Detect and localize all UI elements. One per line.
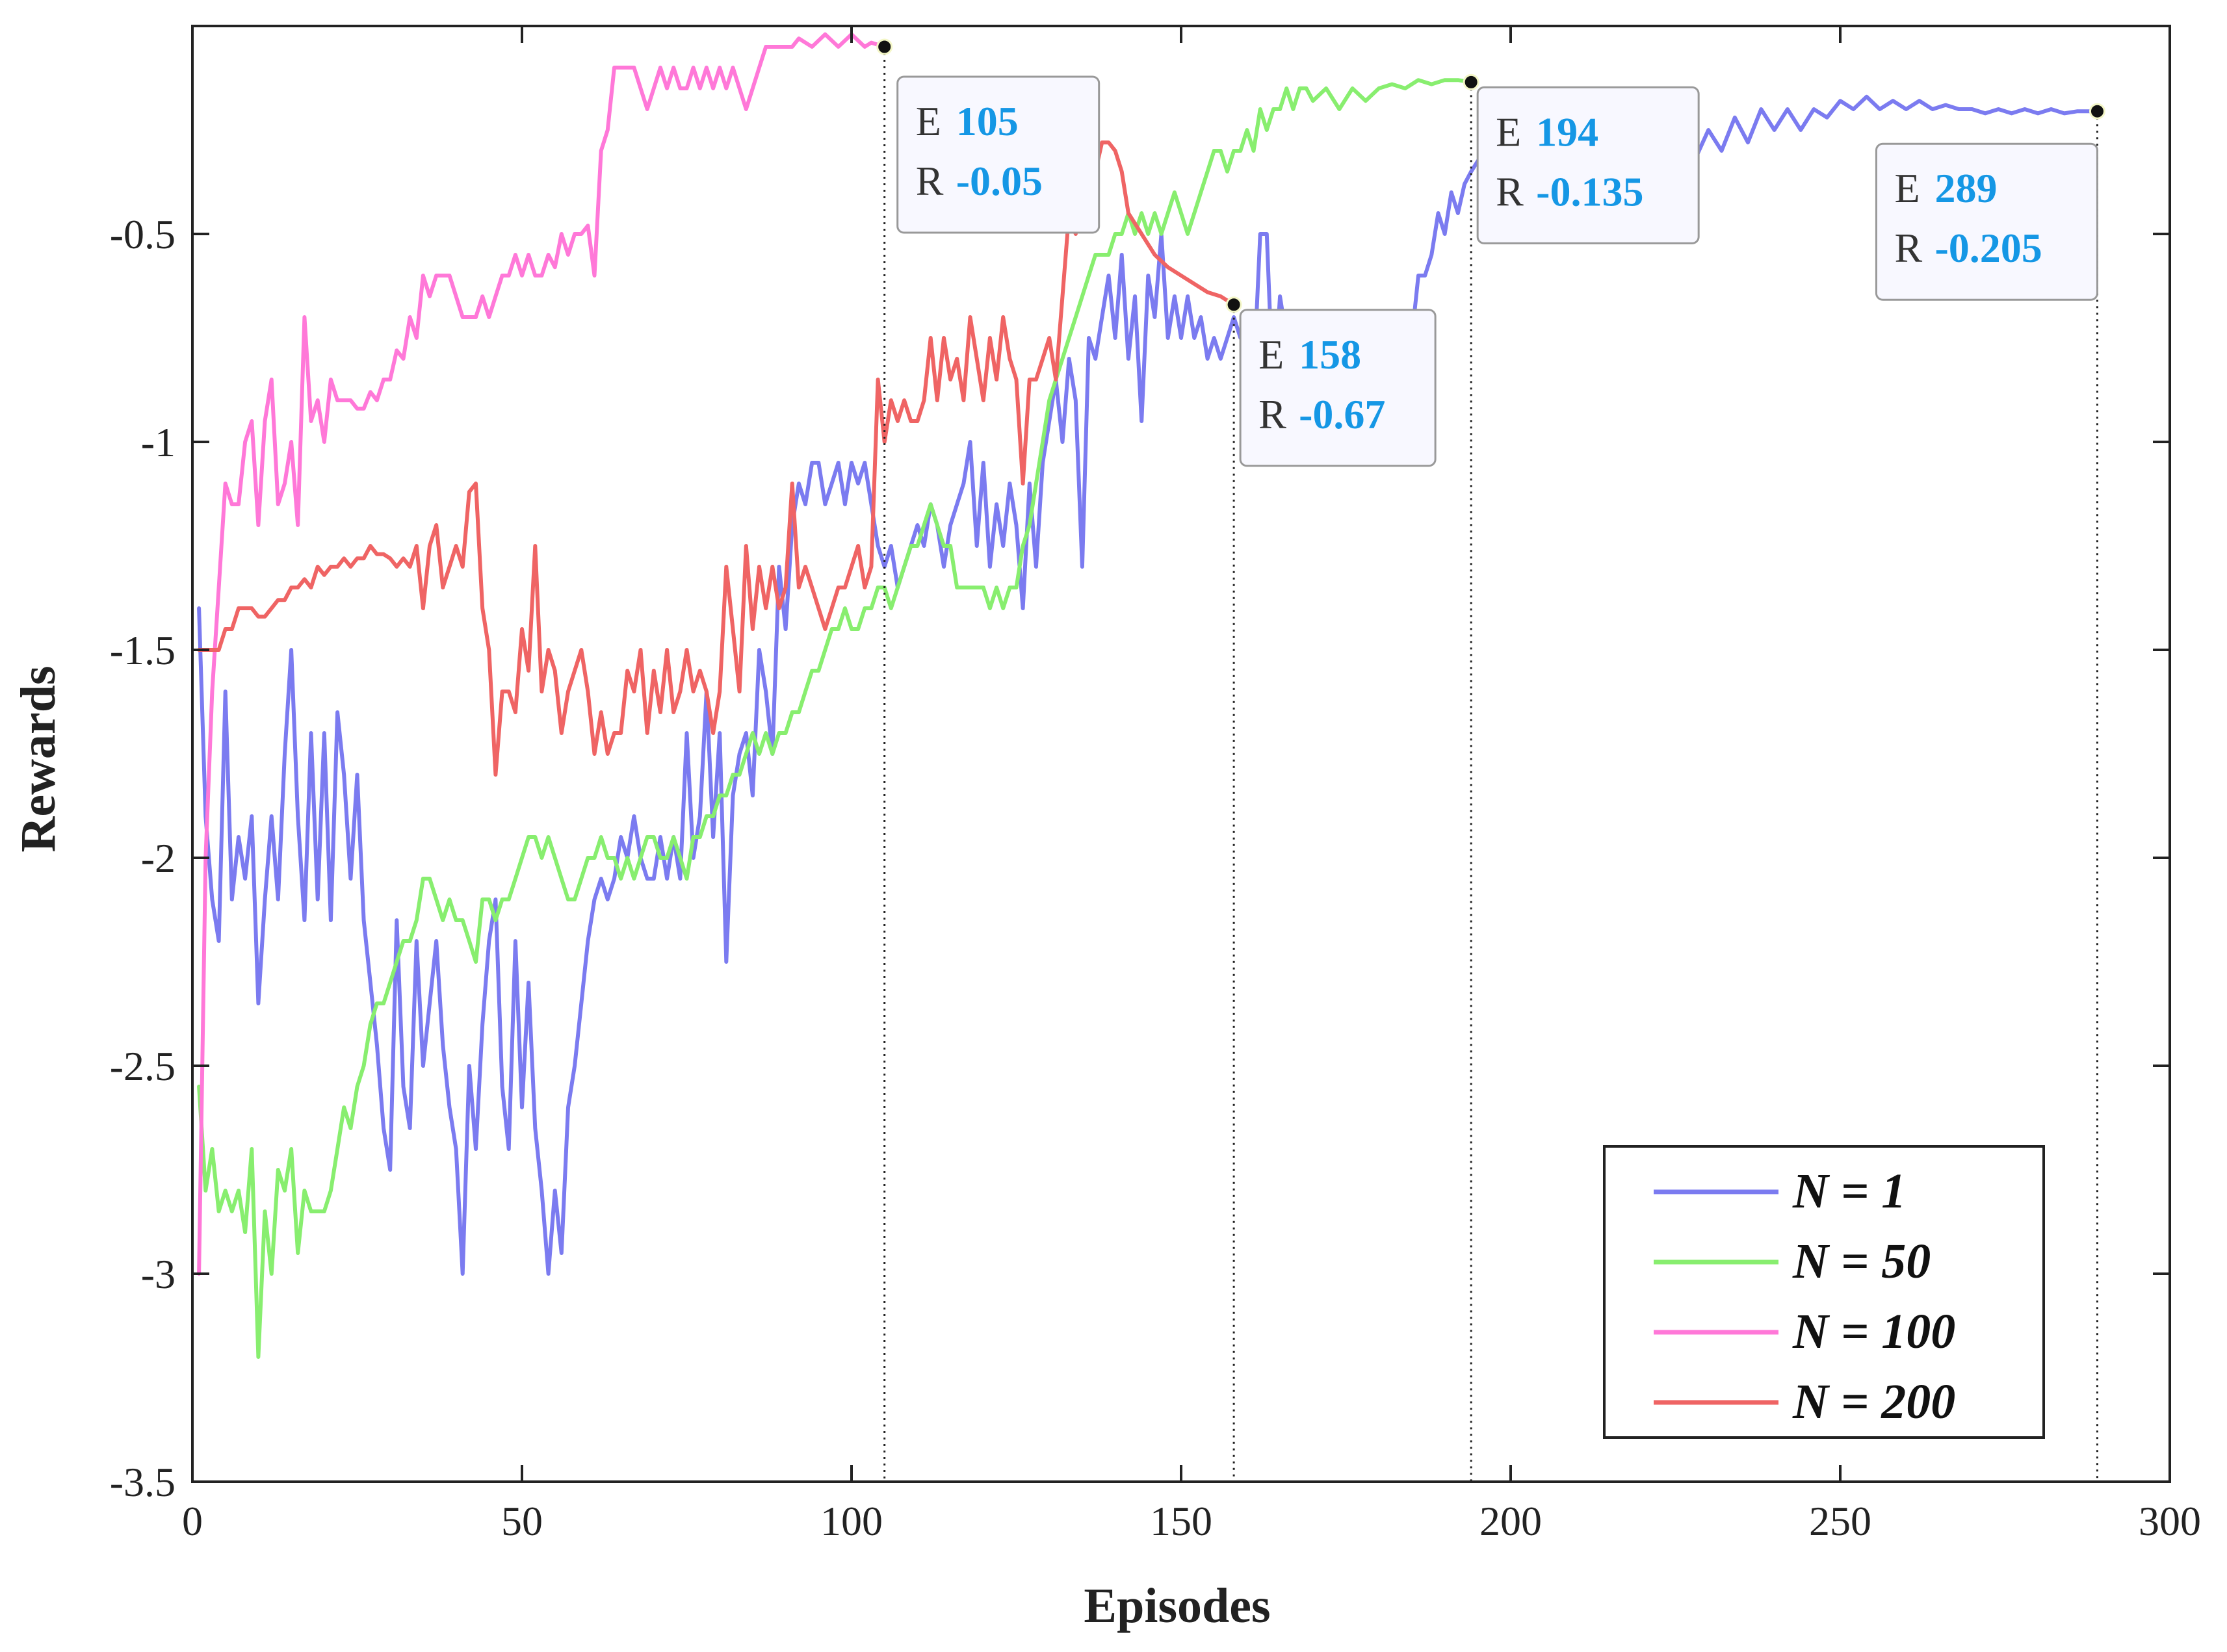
data-point-marker	[1463, 73, 1479, 90]
data-tip-r-value: -0.205	[1934, 225, 2042, 271]
series-line-4	[197, 140, 1236, 777]
y-tick-label: -2.5	[110, 1043, 176, 1089]
guide-layer	[883, 47, 2098, 1482]
axes-layer: 0 50 100 150 200 250 300 -0.5 -1 -1.5 -2 -2.5 -3 -3.5	[110, 25, 2201, 1544]
y-tick-label: -0.5	[110, 211, 176, 257]
x-tick-label: 100	[820, 1498, 883, 1544]
x-tick-label: 50	[501, 1498, 543, 1544]
x-tick-label: 150	[1150, 1498, 1212, 1544]
data-tip-e-value: 289	[1934, 165, 1997, 211]
data-point-marker	[876, 38, 893, 55]
data-tip-e-value: 105	[956, 98, 1019, 144]
x-tick-label: 300	[2139, 1498, 2201, 1544]
data-tip-e-value: 158	[1299, 331, 1361, 378]
x-axis-title: Episodes	[1084, 1579, 1270, 1633]
y-tick-label: -1.5	[110, 627, 176, 673]
data-tip-r-label: R	[916, 158, 944, 204]
data-tip-e-label: E	[916, 98, 941, 144]
series-line-2	[197, 78, 1474, 1359]
data-tip-box	[1875, 142, 2098, 301]
data-tip-r-label: R	[1258, 391, 1286, 437]
data-tip-box	[896, 75, 1100, 234]
legend-label-3: N = 100	[1792, 1304, 1955, 1359]
data-tip-194: E 194 R -0.135	[1476, 86, 1700, 244]
data-tip-r-label: R	[1894, 225, 1922, 271]
data-tip-e-label: E	[1258, 331, 1284, 378]
data-tip-box	[1239, 309, 1437, 467]
y-tick-label: -1	[141, 419, 176, 465]
legend-label-1: N = 1	[1792, 1164, 1906, 1219]
data-tip-r-value: -0.135	[1536, 168, 1643, 214]
y-tick-label: -3	[141, 1251, 176, 1297]
data-tip-e-label: E	[1894, 165, 1920, 211]
y-axis-title: Rewards	[11, 665, 66, 852]
data-tip-r-label: R	[1496, 168, 1524, 214]
series-line-3	[197, 32, 887, 1276]
y-tick-label: -2	[141, 835, 176, 881]
data-tip-box	[1476, 86, 1700, 244]
data-tip-158: E 158 R -0.67	[1239, 309, 1437, 467]
legend: N = 1 N = 50 N = 100 N = 200	[1603, 1145, 2045, 1439]
data-tip-105: E 105 R -0.05	[896, 75, 1100, 234]
legend-label-4: N = 200	[1792, 1375, 1955, 1429]
annotation-layer: E 105 R -0.05 E 158 R -0.67 E 194 R -0.135 E 289 R -0.2…	[876, 38, 2105, 467]
data-tip-289: E 289 R -0.205	[1875, 142, 2098, 301]
data-tip-r-value: -0.05	[956, 158, 1043, 204]
legend-box	[1603, 1145, 2045, 1439]
x-tick-label: 0	[182, 1498, 203, 1544]
data-point-marker	[1225, 296, 1242, 313]
data-tip-e-label: E	[1496, 109, 1521, 155]
y-tick-label: -3.5	[110, 1459, 176, 1505]
data-point-marker	[2089, 103, 2105, 120]
data-tip-r-value: -0.67	[1299, 391, 1385, 437]
data-tip-e-value: 194	[1536, 109, 1598, 155]
x-tick-label: 250	[1809, 1498, 1871, 1544]
legend-label-2: N = 50	[1792, 1234, 1931, 1289]
x-tick-label: 200	[1479, 1498, 1542, 1544]
